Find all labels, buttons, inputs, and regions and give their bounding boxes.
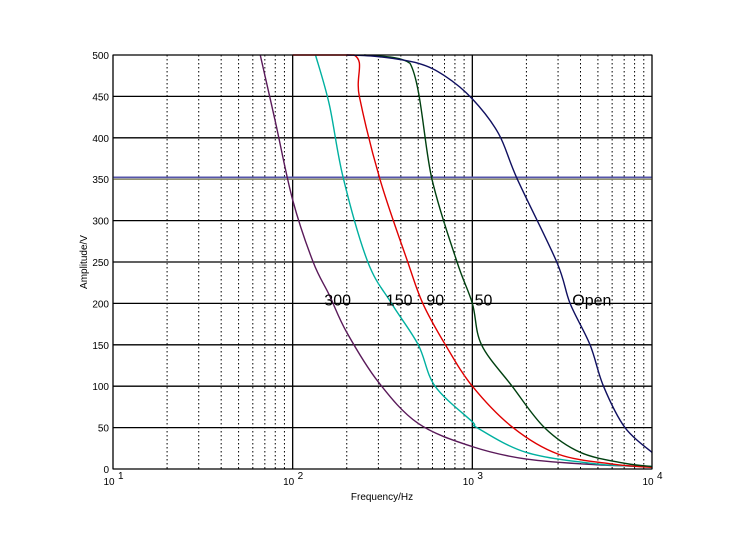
y-tick-label: 50 (98, 424, 110, 435)
y-tick-label: 400 (92, 134, 109, 145)
y-tick-label: 200 (92, 299, 109, 310)
curves (113, 54, 653, 469)
y-tick-label: 450 (92, 92, 109, 103)
y-tick-label: 300 (92, 217, 109, 228)
x-tick-label: 10 (103, 477, 115, 488)
x-tick-exponent: 1 (118, 471, 124, 482)
annotations: 300 150 90 50 Open (324, 292, 611, 309)
tick-labels: 0501001502002503003504004505001011021031… (92, 51, 663, 488)
x-axis-label: Frequency/Hz (351, 492, 413, 503)
x-tick-exponent: 3 (477, 471, 483, 482)
annotation-label: 50 (475, 292, 493, 309)
x-tick-label: 10 (283, 477, 295, 488)
series-line-50 (364, 54, 653, 468)
series-line-open (346, 54, 653, 453)
y-tick-label: 250 (92, 258, 109, 269)
plot-frame (112, 54, 653, 470)
x-tick-exponent: 4 (657, 471, 663, 482)
annotation-label: Open (572, 292, 611, 309)
x-tick-exponent: 2 (298, 471, 304, 482)
y-tick-label: 350 (92, 175, 109, 186)
grid (112, 54, 653, 470)
annotation-label: 150 (386, 292, 413, 309)
series-line-90 (292, 54, 653, 469)
series-line-300 (259, 54, 653, 468)
annotation-label: 90 (426, 292, 444, 309)
y-tick-label: 0 (103, 465, 109, 476)
series-line-150 (314, 54, 653, 468)
y-tick-label: 150 (92, 341, 109, 352)
y-tick-label: 100 (92, 382, 109, 393)
x-tick-label: 10 (463, 477, 475, 488)
x-tick-label: 10 (642, 477, 654, 488)
annotation-label: 300 (324, 292, 351, 309)
y-axis-label: Amplitude/V (79, 235, 90, 289)
y-tick-label: 500 (92, 51, 109, 62)
